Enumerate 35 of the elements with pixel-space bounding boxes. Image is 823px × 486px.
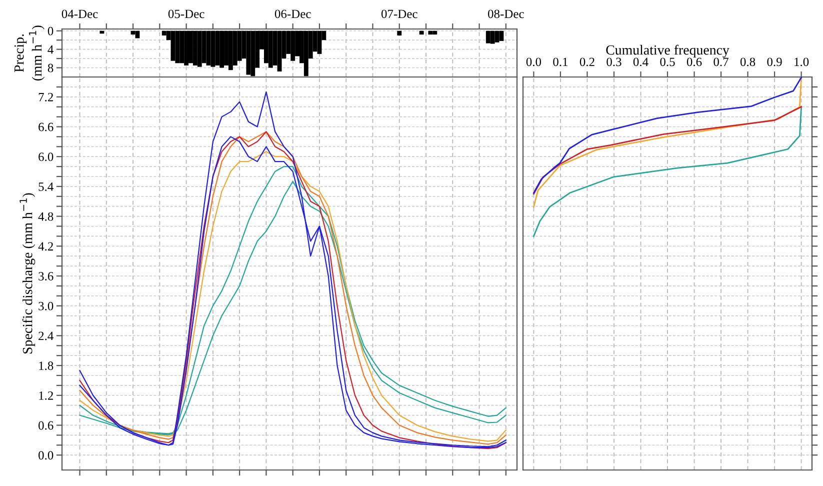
y-tick-label: 4.2 — [38, 242, 53, 251]
y-tick-label: 0.6 — [38, 421, 54, 430]
y-tick-label: 6.6 — [38, 122, 54, 132]
x-tick-label: 05-Dec — [168, 10, 204, 18]
x-tick-label: 0.5 — [660, 58, 675, 66]
x-tick-label: 1.0 — [794, 58, 809, 66]
x-tick-label: 0.9 — [767, 58, 782, 66]
y-tick-label: 6.0 — [38, 152, 54, 162]
y-tick-label: 3.0 — [38, 302, 54, 310]
y-tick-label: 3.6 — [38, 272, 54, 280]
y-tick-label: 0 — [48, 26, 54, 36]
x-axis-title: Cumulative frequency — [606, 44, 730, 58]
y-tick-label: 7.2 — [38, 92, 53, 102]
y-tick-label: 0.0 — [38, 451, 54, 460]
y-tick-label: 8 — [48, 64, 54, 72]
x-tick-label: 06-Dec — [274, 10, 311, 18]
x-tick-label: 0.7 — [714, 58, 728, 66]
x-tick-label: 0.3 — [606, 58, 622, 66]
x-tick-label: 0.1 — [553, 58, 568, 66]
x-tick-label: 08-Dec — [488, 10, 524, 18]
y-tick-label: 5.4 — [38, 182, 54, 191]
y-axis-title: Specific discharge (mm h$^{−1}$) — [20, 193, 36, 354]
x-tick-label: 0.8 — [740, 58, 756, 66]
x-tick-label: 0.4 — [633, 58, 648, 66]
y-tick-label: 1.2 — [39, 391, 53, 400]
x-tick-label: 0.2 — [580, 58, 594, 66]
x-tick-label: 04-Dec — [62, 10, 98, 18]
y-tick-label: 2.4 — [38, 332, 54, 340]
x-tick-label: 0.6 — [686, 58, 702, 66]
x-tick-label: 07-Dec — [381, 10, 418, 18]
x-tick-label: 0.0 — [526, 58, 542, 66]
y-axis-title: Precip. (mm h$^{−1}$) — [14, 26, 44, 81]
y-tick-label: 4 — [48, 45, 54, 54]
y-tick-label: 1.8 — [39, 362, 54, 370]
y-tick-label: 4.8 — [38, 212, 54, 221]
